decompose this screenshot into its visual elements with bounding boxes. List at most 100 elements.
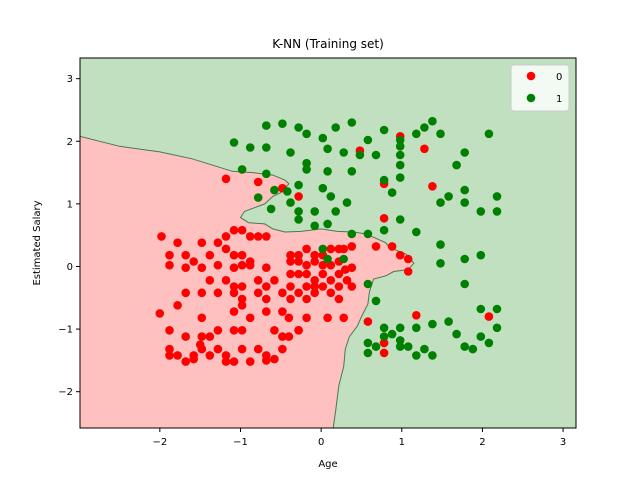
point-class-1: [270, 185, 279, 195]
point-class-1: [379, 125, 389, 135]
point-class-0: [371, 242, 381, 251]
point-class-0: [286, 250, 295, 260]
point-class-0: [229, 225, 239, 235]
point-class-1: [403, 342, 413, 351]
point-class-1: [331, 207, 341, 216]
point-class-1: [363, 338, 373, 348]
point-class-1: [310, 207, 320, 216]
point-class-1: [323, 167, 332, 176]
point-class-1: [395, 142, 405, 151]
point-class-0: [165, 351, 174, 360]
point-class-0: [197, 238, 207, 247]
point-class-1: [460, 148, 470, 157]
point-class-1: [323, 254, 332, 264]
point-class-1: [286, 198, 295, 207]
point-class-0: [229, 326, 239, 335]
point-class-1: [363, 229, 373, 239]
point-class-0: [205, 250, 215, 260]
point-class-0: [195, 340, 205, 350]
y-tick-label: 0: [67, 262, 73, 273]
point-class-0: [213, 238, 223, 247]
point-class-1: [476, 207, 486, 216]
point-class-1: [302, 165, 311, 174]
point-class-0: [323, 313, 332, 323]
point-class-1: [342, 198, 352, 207]
point-class-0: [339, 244, 349, 254]
point-class-1: [436, 259, 445, 268]
point-class-1: [460, 279, 470, 289]
point-class-0: [342, 276, 352, 285]
point-class-1: [420, 344, 429, 354]
point-class-1: [428, 116, 437, 126]
point-class-0: [197, 263, 207, 273]
point-class-0: [221, 276, 231, 285]
point-class-0: [205, 332, 215, 341]
point-class-1: [283, 187, 292, 196]
chart-title: K-NN (Training set): [272, 37, 384, 51]
point-class-0: [229, 250, 239, 260]
point-class-1: [484, 129, 494, 139]
point-class-0: [310, 250, 320, 260]
decision-boundary: [80, 135, 415, 428]
y-tick-label: −1: [58, 325, 73, 336]
point-class-0: [253, 276, 263, 285]
point-class-0: [302, 282, 311, 291]
point-class-0: [245, 357, 255, 366]
point-class-0: [284, 313, 294, 323]
point-class-0: [253, 232, 263, 241]
point-class-1: [262, 143, 271, 152]
point-class-1: [492, 192, 502, 201]
point-class-1: [294, 207, 303, 216]
point-class-1: [347, 118, 357, 127]
point-class-0: [197, 313, 207, 323]
point-class-0: [278, 288, 287, 298]
x-tick-label: 1: [399, 437, 405, 448]
point-class-0: [339, 313, 349, 323]
point-class-0: [334, 294, 344, 304]
point-class-1: [452, 160, 461, 170]
y-axis-ticks: −2 −1 0 1 2 3: [58, 74, 80, 398]
point-class-1: [492, 323, 502, 333]
point-class-0: [334, 282, 344, 291]
point-class-0: [213, 260, 223, 270]
point-class-0: [262, 282, 271, 291]
point-class-0: [181, 250, 190, 260]
point-class-0: [318, 282, 328, 291]
point-class-1: [286, 148, 295, 157]
point-class-1: [294, 180, 303, 190]
point-class-1: [412, 323, 421, 333]
point-class-0: [165, 344, 174, 354]
point-class-0: [286, 282, 295, 291]
legend: 01: [510, 64, 570, 112]
point-class-0: [347, 242, 357, 251]
point-class-0: [318, 260, 328, 270]
point-class-0: [310, 282, 320, 291]
point-class-0: [229, 263, 239, 273]
point-class-0: [245, 313, 255, 323]
point-class-1: [355, 150, 365, 160]
point-class-0: [286, 257, 295, 266]
point-class-1: [436, 240, 445, 249]
y-tick-label: −2: [58, 387, 73, 398]
point-class-1: [428, 351, 437, 360]
point-class-0: [245, 232, 255, 241]
point-class-0: [189, 354, 198, 364]
point-class-0: [294, 326, 303, 335]
point-class-0: [326, 276, 336, 285]
point-class-0: [173, 351, 182, 360]
point-class-1: [460, 254, 470, 264]
point-class-0: [157, 232, 166, 241]
point-class-1: [331, 123, 341, 132]
point-class-0: [294, 192, 303, 201]
point-class-1: [318, 244, 328, 254]
point-class-1: [428, 319, 437, 329]
point-class-0: [302, 313, 311, 323]
point-class-0: [173, 301, 182, 310]
point-class-0: [284, 332, 294, 341]
point-class-0: [221, 174, 231, 184]
point-class-0: [253, 177, 263, 187]
x-tick-label: −2: [152, 437, 167, 448]
point-class-0: [278, 344, 287, 354]
point-class-0: [363, 317, 373, 326]
